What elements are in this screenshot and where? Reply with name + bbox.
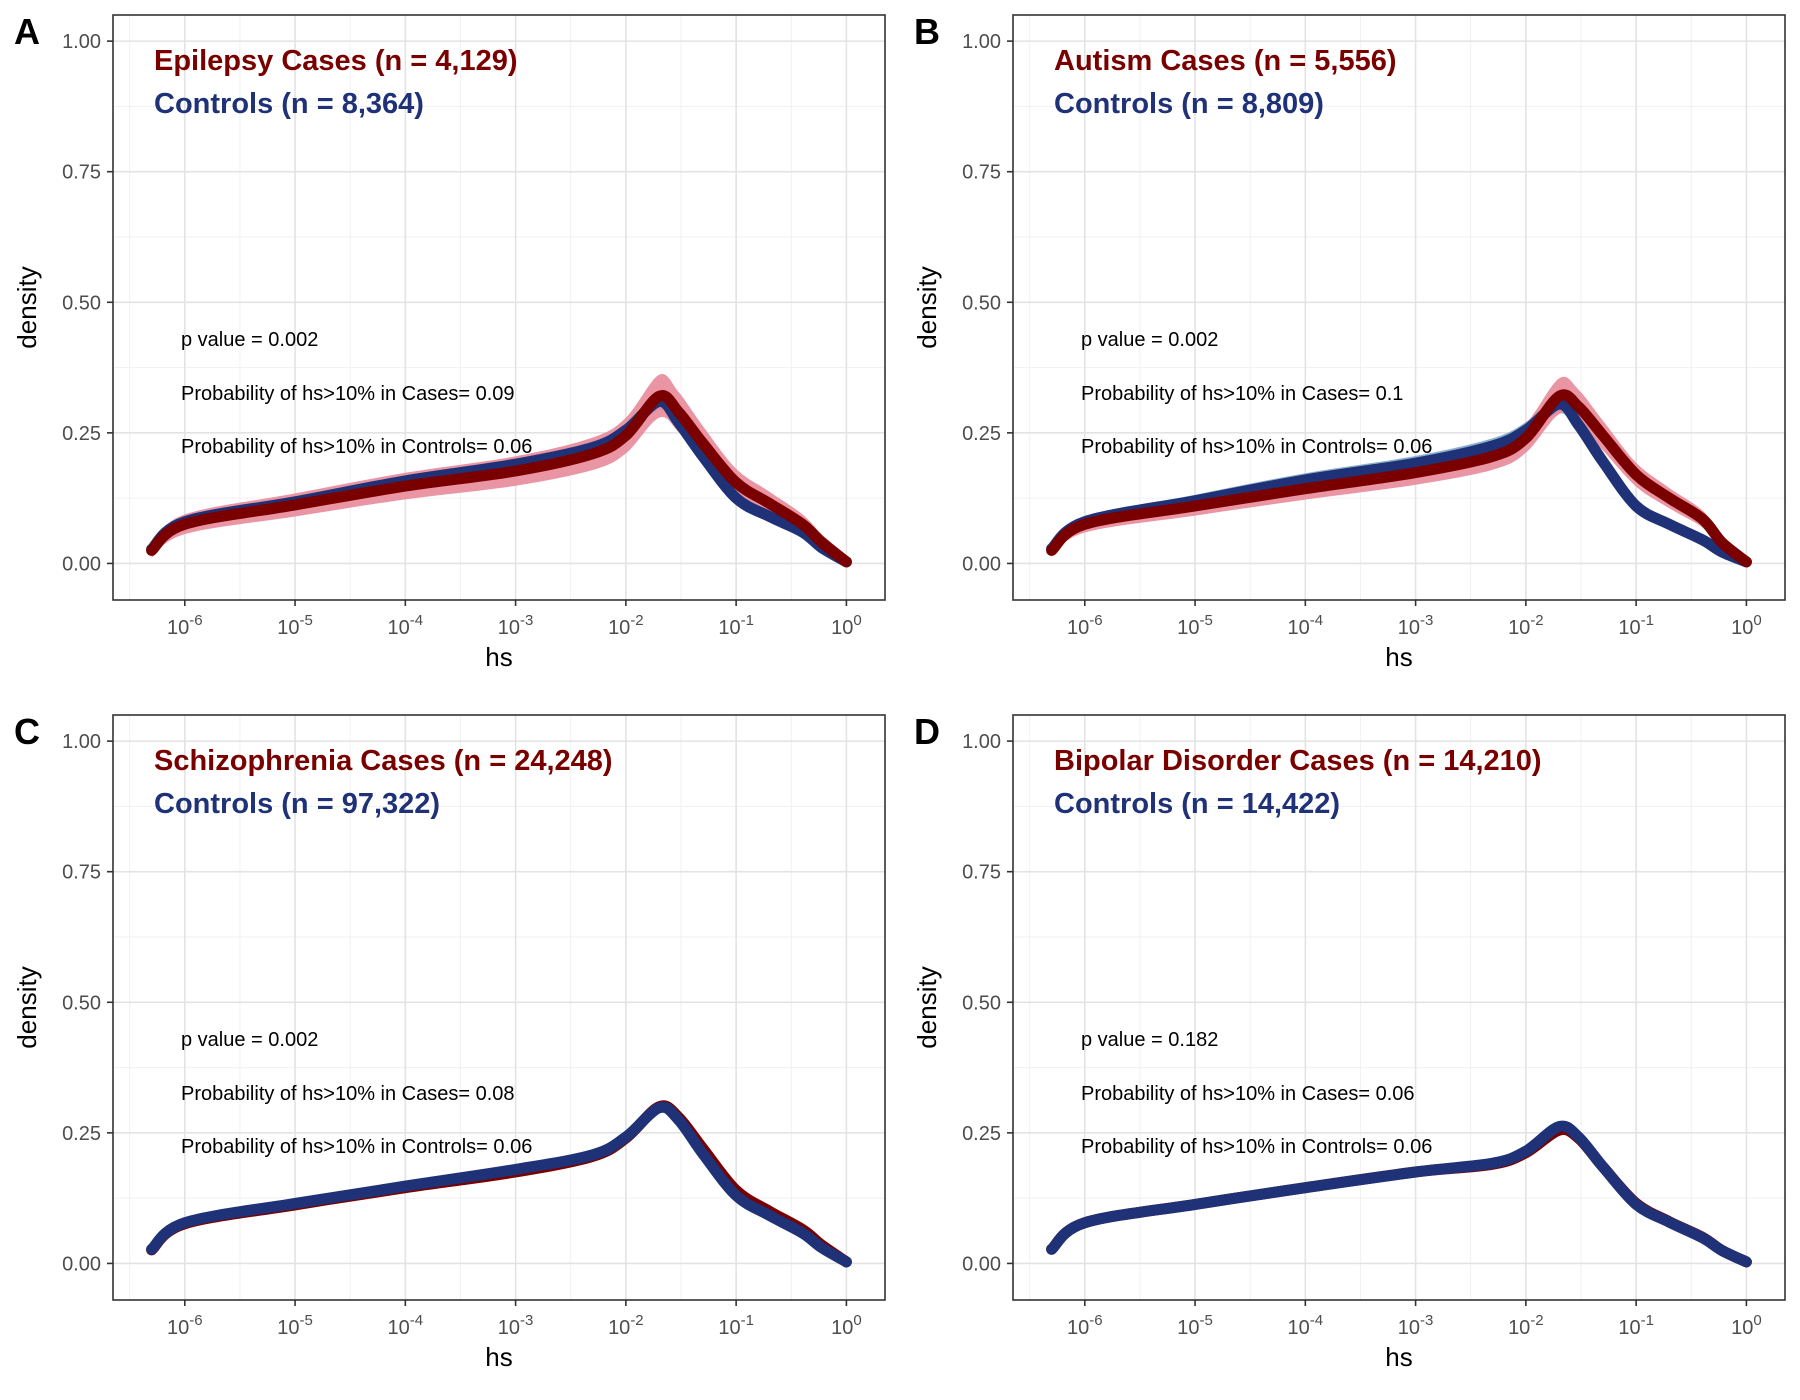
y-tick-label: 0.00 <box>962 553 1001 575</box>
grid-lines <box>113 715 885 1300</box>
annotation-text: p value = 0.002 <box>181 1029 318 1051</box>
x-tick-label: 10-1 <box>718 1312 754 1339</box>
panel-border <box>112 714 886 1301</box>
y-axis-title: density <box>12 266 42 348</box>
x-tick-label: 10-5 <box>1177 612 1213 639</box>
annotation-text: p value = 0.182 <box>1081 1029 1218 1051</box>
annotation-text: Probability of hs>10% in Cases= 0.06 <box>1081 1083 1415 1105</box>
x-tick-label: 10-4 <box>388 612 424 639</box>
x-tick-label: 10-5 <box>1177 1312 1213 1339</box>
x-tick-label: 10-6 <box>167 612 203 639</box>
y-tick-label: 1.00 <box>62 731 101 753</box>
y-tick-label: 0.25 <box>962 423 1001 445</box>
annotation-text: Probability of hs>10% in Controls= 0.06 <box>181 1136 532 1158</box>
chart-panel-c: 0.00 0.25 0.50 0.75 1.00 10-6 10-5 10-4 10-3 10-2… <box>12 711 886 1372</box>
x-tick-label: 100 <box>1731 612 1762 639</box>
y-tick-label: 0.75 <box>62 162 101 184</box>
x-axis-title: hs <box>485 642 512 672</box>
x-tick-label: 10-2 <box>608 612 644 639</box>
annotation-text: Probability of hs>10% in Controls= 0.06 <box>1081 436 1432 458</box>
x-tick-label: 100 <box>831 612 862 639</box>
panel-border <box>1012 714 1786 1301</box>
chart-panel-a: 0.00 0.25 0.50 0.75 1.00 10-6 10-5 10-4 10-3 10-2… <box>12 11 886 672</box>
chart-panel-b: 0.00 0.25 0.50 0.75 1.00 10-6 10-5 10-4 10-3 10-2… <box>912 11 1786 672</box>
legend-cases-label: Epilepsy Cases (n = 4,129) <box>154 45 518 77</box>
x-tick-label: 10-2 <box>1508 612 1544 639</box>
x-tick-label: 10-3 <box>1398 1312 1434 1339</box>
x-tick-label: 10-1 <box>1618 612 1654 639</box>
legend-controls-label: Controls (n = 8,809) <box>1054 88 1324 120</box>
annotation-text: Probability of hs>10% in Cases= 0.1 <box>1081 383 1403 405</box>
x-tick-label: 10-6 <box>167 1312 203 1339</box>
plot-background <box>1013 15 1785 600</box>
annotation-text: p value = 0.002 <box>1081 329 1218 351</box>
x-axis-title: hs <box>1385 1342 1412 1372</box>
y-tick-label: 0.50 <box>962 292 1001 314</box>
grid-lines <box>113 15 885 600</box>
y-tick-label: 0.50 <box>62 992 101 1014</box>
x-tick-label: 10-1 <box>1618 1312 1654 1339</box>
y-tick-label: 1.00 <box>962 731 1001 753</box>
y-tick-label: 0.00 <box>962 1253 1001 1275</box>
x-axis-title: hs <box>485 1342 512 1372</box>
x-tick-label: 10-3 <box>498 1312 534 1339</box>
legend-cases-label: Autism Cases (n = 5,556) <box>1054 45 1397 77</box>
y-tick-label: 0.50 <box>62 292 101 314</box>
series-line-controls <box>1046 1120 1752 1268</box>
y-tick-label: 0.75 <box>962 862 1001 884</box>
panel-label: A <box>14 11 40 52</box>
y-tick-label: 1.00 <box>962 31 1001 53</box>
y-tick-label: 0.75 <box>62 862 101 884</box>
legend-controls-label: Controls (n = 97,322) <box>154 788 440 820</box>
y-tick-label: 0.25 <box>62 1123 101 1145</box>
series-line-cases <box>146 390 852 568</box>
x-tick-label: 10-2 <box>1508 1312 1544 1339</box>
panel-label: B <box>914 11 940 52</box>
y-tick-label: 1.00 <box>62 31 101 53</box>
x-tick-label: 10-5 <box>277 612 313 639</box>
y-tick-label: 0.25 <box>62 423 101 445</box>
legend-cases-label: Schizophrenia Cases (n = 24,248) <box>154 745 613 777</box>
x-tick-label: 10-1 <box>718 612 754 639</box>
annotation-text: p value = 0.002 <box>181 329 318 351</box>
x-tick-label: 10-2 <box>608 1312 644 1339</box>
x-tick-label: 10-4 <box>388 1312 424 1339</box>
x-tick-label: 10-3 <box>498 612 534 639</box>
annotation-text: Probability of hs>10% in Cases= 0.09 <box>181 383 515 405</box>
x-tick-label: 10-6 <box>1067 1312 1103 1339</box>
x-tick-label: 10-6 <box>1067 612 1103 639</box>
x-tick-label: 100 <box>1731 1312 1762 1339</box>
y-tick-label: 0.25 <box>962 1123 1001 1145</box>
grid-lines <box>1013 15 1785 600</box>
x-axis-title: hs <box>1385 642 1412 672</box>
series-line-cases <box>1046 389 1752 568</box>
x-tick-label: 10-4 <box>1288 1312 1324 1339</box>
annotation-text: Probability of hs>10% in Cases= 0.08 <box>181 1083 515 1105</box>
x-tick-label: 10-3 <box>1398 612 1434 639</box>
y-tick-label: 0.75 <box>962 162 1001 184</box>
legend-controls-label: Controls (n = 8,364) <box>154 88 424 120</box>
panel-border <box>112 14 886 601</box>
y-axis-title: density <box>12 966 42 1048</box>
y-tick-label: 0.50 <box>962 992 1001 1014</box>
legend-controls-label: Controls (n = 14,422) <box>1054 788 1340 820</box>
legend-cases-label: Bipolar Disorder Cases (n = 14,210) <box>1054 745 1542 777</box>
panel-border <box>1012 14 1786 601</box>
y-axis-title: density <box>912 966 942 1048</box>
x-tick-label: 100 <box>831 1312 862 1339</box>
panel-label: C <box>14 711 40 752</box>
chart-panel-d: 0.00 0.25 0.50 0.75 1.00 10-6 10-5 10-4 10-3 10-2… <box>912 711 1786 1372</box>
y-axis-title: density <box>912 266 942 348</box>
plot-background <box>1013 715 1785 1300</box>
y-tick-label: 0.00 <box>62 1253 101 1275</box>
x-tick-label: 10-4 <box>1288 612 1324 639</box>
panel-label: D <box>914 711 940 752</box>
y-tick-label: 0.00 <box>62 553 101 575</box>
annotation-text: Probability of hs>10% in Controls= 0.06 <box>181 436 532 458</box>
series-line-controls <box>146 1101 852 1268</box>
annotation-text: Probability of hs>10% in Controls= 0.06 <box>1081 1136 1432 1158</box>
x-tick-label: 10-5 <box>277 1312 313 1339</box>
